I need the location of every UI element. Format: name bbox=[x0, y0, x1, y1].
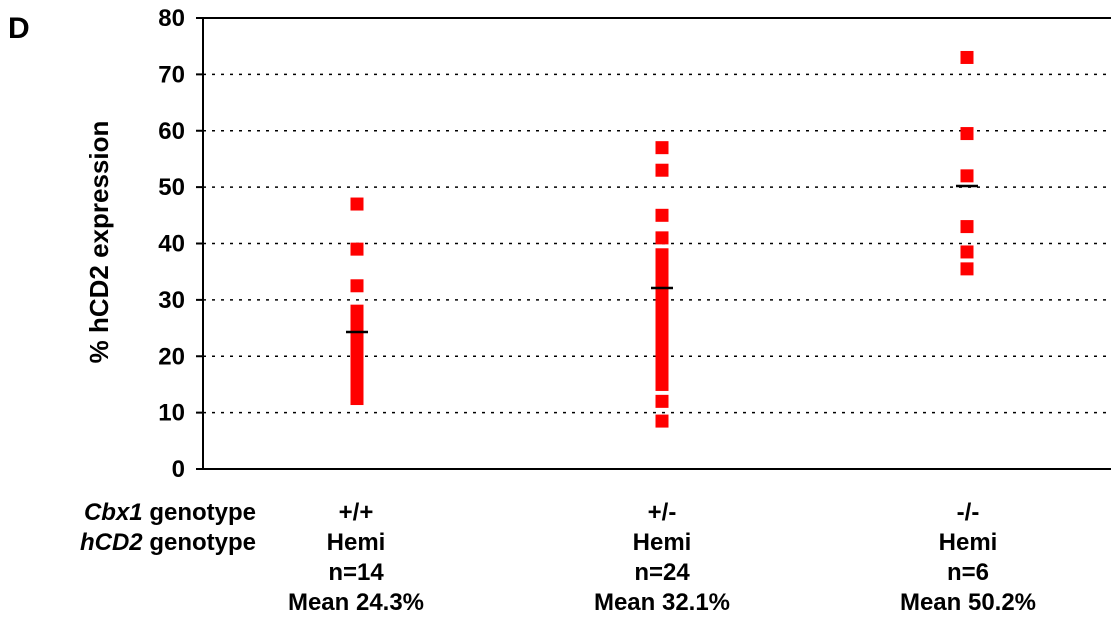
data-point bbox=[350, 197, 364, 211]
hcd2-genotype-value: Hemi bbox=[632, 529, 692, 556]
hcd2-genotype-value: Hemi bbox=[938, 529, 998, 556]
hcd2-genotype-value: Hemi bbox=[326, 529, 386, 556]
data-point bbox=[655, 270, 669, 284]
data-point bbox=[960, 262, 974, 276]
y-tick-label: 20 bbox=[158, 343, 185, 370]
y-axis-label: % hCD2 expression bbox=[84, 121, 114, 364]
group-mean: Mean 24.3% bbox=[287, 589, 425, 616]
data-point bbox=[350, 304, 364, 318]
cbx1-genotype-label: Cbx1 genotype bbox=[0, 498, 256, 528]
y-tick-label: 40 bbox=[158, 231, 185, 258]
cbx1-gene-name: Cbx1 bbox=[83, 499, 143, 526]
data-point bbox=[960, 50, 974, 64]
y-tick-label: 50 bbox=[158, 174, 185, 201]
data-point bbox=[655, 141, 669, 155]
group-mean: Mean 50.2% bbox=[899, 589, 1037, 616]
data-point bbox=[350, 327, 364, 341]
hcd2-genotype-label: hCD2 genotype bbox=[0, 528, 256, 558]
data-point bbox=[655, 163, 669, 177]
data-point bbox=[655, 377, 669, 391]
group-labels-ko: -/- Hemi n=6 Mean 50.2% bbox=[858, 498, 1078, 618]
data-point bbox=[350, 349, 364, 363]
panel-label: D bbox=[8, 12, 30, 45]
data-point bbox=[960, 220, 974, 234]
cbx1-label-suffix: genotype bbox=[142, 499, 256, 526]
group-labels-het: +/- Hemi n=24 Mean 32.1% bbox=[552, 498, 772, 618]
data-point bbox=[655, 259, 669, 273]
sample-count: n=24 bbox=[634, 559, 690, 586]
y-tick-label: 0 bbox=[172, 456, 185, 483]
y-tick-label: 70 bbox=[158, 61, 185, 88]
data-point bbox=[350, 338, 364, 352]
data-point bbox=[655, 394, 669, 408]
y-tick-label: 10 bbox=[158, 400, 185, 427]
data-point bbox=[960, 127, 974, 141]
y-axis-ticks: 0 10 20 30 40 50 60 70 80 bbox=[158, 5, 203, 483]
data-point bbox=[350, 242, 364, 256]
data-point bbox=[350, 392, 364, 406]
data-point bbox=[960, 169, 974, 183]
cbx1-genotype-value: +/- bbox=[647, 499, 677, 526]
cbx1-genotype-value: -/- bbox=[956, 499, 980, 526]
data-point bbox=[350, 315, 364, 329]
group-labels-wt: +/+ Hemi n=14 Mean 24.3% bbox=[246, 498, 466, 618]
data-points bbox=[350, 50, 974, 428]
sample-count: n=6 bbox=[946, 559, 990, 586]
data-point bbox=[655, 248, 669, 262]
data-point bbox=[350, 279, 364, 293]
y-tick-label: 30 bbox=[158, 287, 185, 314]
hcd2-label-suffix: genotype bbox=[142, 529, 256, 556]
cbx1-genotype-value: +/+ bbox=[338, 499, 374, 526]
data-point bbox=[655, 361, 669, 375]
y-tick-label: 60 bbox=[158, 118, 185, 145]
group-mean: Mean 32.1% bbox=[593, 589, 731, 616]
data-point bbox=[655, 414, 669, 428]
hcd2-gene-name: hCD2 bbox=[79, 529, 143, 556]
y-tick-label: 80 bbox=[158, 5, 185, 32]
data-point bbox=[960, 245, 974, 259]
data-point bbox=[655, 231, 669, 245]
data-point bbox=[655, 208, 669, 222]
mean-lines bbox=[346, 184, 978, 334]
sample-count: n=14 bbox=[328, 559, 384, 586]
